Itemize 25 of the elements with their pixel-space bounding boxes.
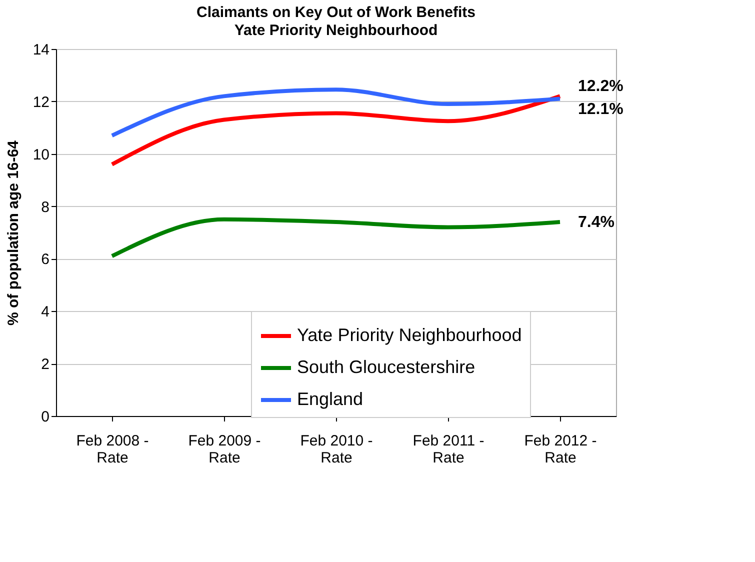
chart-title: Claimants on Key Out of Work Benefits	[196, 4, 476, 21]
y-tick-label: 12	[32, 94, 50, 111]
x-tick-label: Feb 2010 - Rate	[300, 432, 373, 466]
x-tick-label: Feb 2011 - Rate	[412, 432, 484, 466]
legend-label: England	[297, 389, 364, 409]
y-tick-label: 8	[41, 198, 50, 216]
y-tick-label: 14	[32, 42, 50, 58]
data-label: 12.2%	[578, 78, 624, 96]
y-tick-label: 6	[41, 251, 50, 268]
y-tick-label: 10	[32, 146, 50, 164]
x-tick-label: Feb 2012 - Rate	[524, 432, 597, 466]
legend-label: Yate Priority Neighbourhood	[297, 325, 522, 345]
line-series	[110, 94, 562, 166]
line-series	[110, 88, 562, 138]
y-tick-label: 0	[41, 408, 50, 426]
y-tick-label: 4	[41, 304, 50, 321]
x-tick-label: Feb 2009 - Rate	[188, 432, 261, 466]
data-label: 7.4%	[578, 214, 614, 232]
y-tick-label: 2	[41, 356, 50, 374]
data-label: 12.1%	[578, 100, 624, 118]
chart-subtitle: Yate Priority Neighbourhood	[234, 22, 438, 39]
x-tick-label: Feb 2008 - Rate	[76, 432, 149, 466]
line-series	[110, 217, 562, 258]
legend-label: South Gloucestershire	[297, 357, 476, 377]
y-axis-title: % of population age 16-64	[4, 140, 22, 326]
